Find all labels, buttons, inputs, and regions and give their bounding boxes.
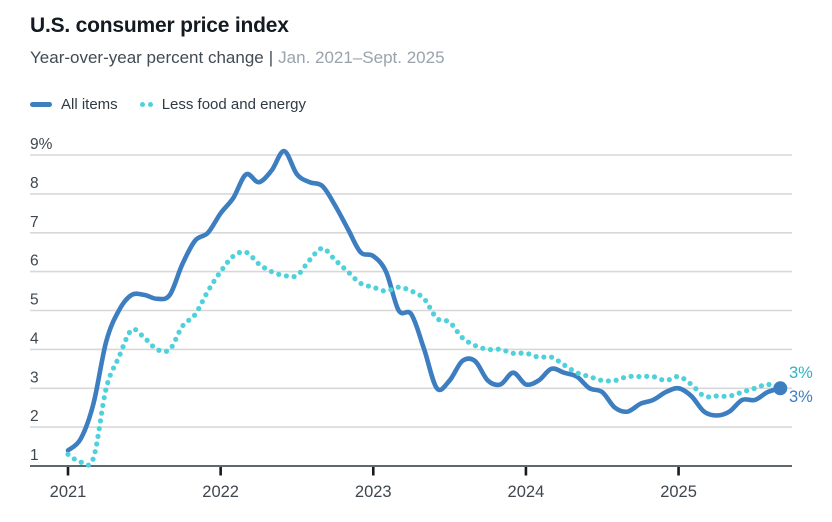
chart-subtitle: Year-over-year percent change | Jan. 2021–… xyxy=(30,48,445,68)
legend-label-less-food-energy: Less food and energy xyxy=(161,96,306,113)
subtitle-separator: | xyxy=(268,48,274,67)
y-axis-label: 3 xyxy=(30,369,39,386)
less-food-energy-line xyxy=(65,245,783,468)
all-items-line-swatch xyxy=(30,102,52,107)
y-axis-label: 1 xyxy=(30,447,39,464)
legend-label-all-items: All items xyxy=(61,96,118,113)
legend-item-all-items: All items xyxy=(30,96,118,113)
page-title: U.S. consumer price index xyxy=(30,14,289,37)
x-axis-label: 2021 xyxy=(50,483,87,501)
y-axis-label: 2 xyxy=(30,408,39,425)
legend-item-less-food-energy: Less food and energy xyxy=(139,96,306,113)
y-axis-label: 5 xyxy=(30,292,39,309)
x-axis-label: 2024 xyxy=(508,483,545,501)
subtitle-date-range: Jan. 2021–Sept. 2025 xyxy=(278,48,445,67)
y-axis-label: 6 xyxy=(30,253,39,270)
chart-legend: All items Less food and energy xyxy=(30,96,306,113)
subtitle-measure: Year-over-year percent change xyxy=(30,48,264,67)
less-food-energy-dots-swatch xyxy=(139,102,153,107)
x-axis-label: 2022 xyxy=(202,483,239,501)
x-axis-label: 2023 xyxy=(355,483,392,501)
y-axis-label: 4 xyxy=(30,330,39,347)
y-axis-label: 9% xyxy=(30,136,53,153)
y-axis-label: 8 xyxy=(30,175,39,192)
all-items-line xyxy=(65,148,783,453)
end-label-less-food-energy: 3% xyxy=(789,364,813,382)
y-axis-label: 7 xyxy=(30,214,39,231)
end-dot xyxy=(773,381,788,396)
end-label-all-items: 3% xyxy=(789,388,813,406)
x-axis-label: 2025 xyxy=(660,483,697,501)
